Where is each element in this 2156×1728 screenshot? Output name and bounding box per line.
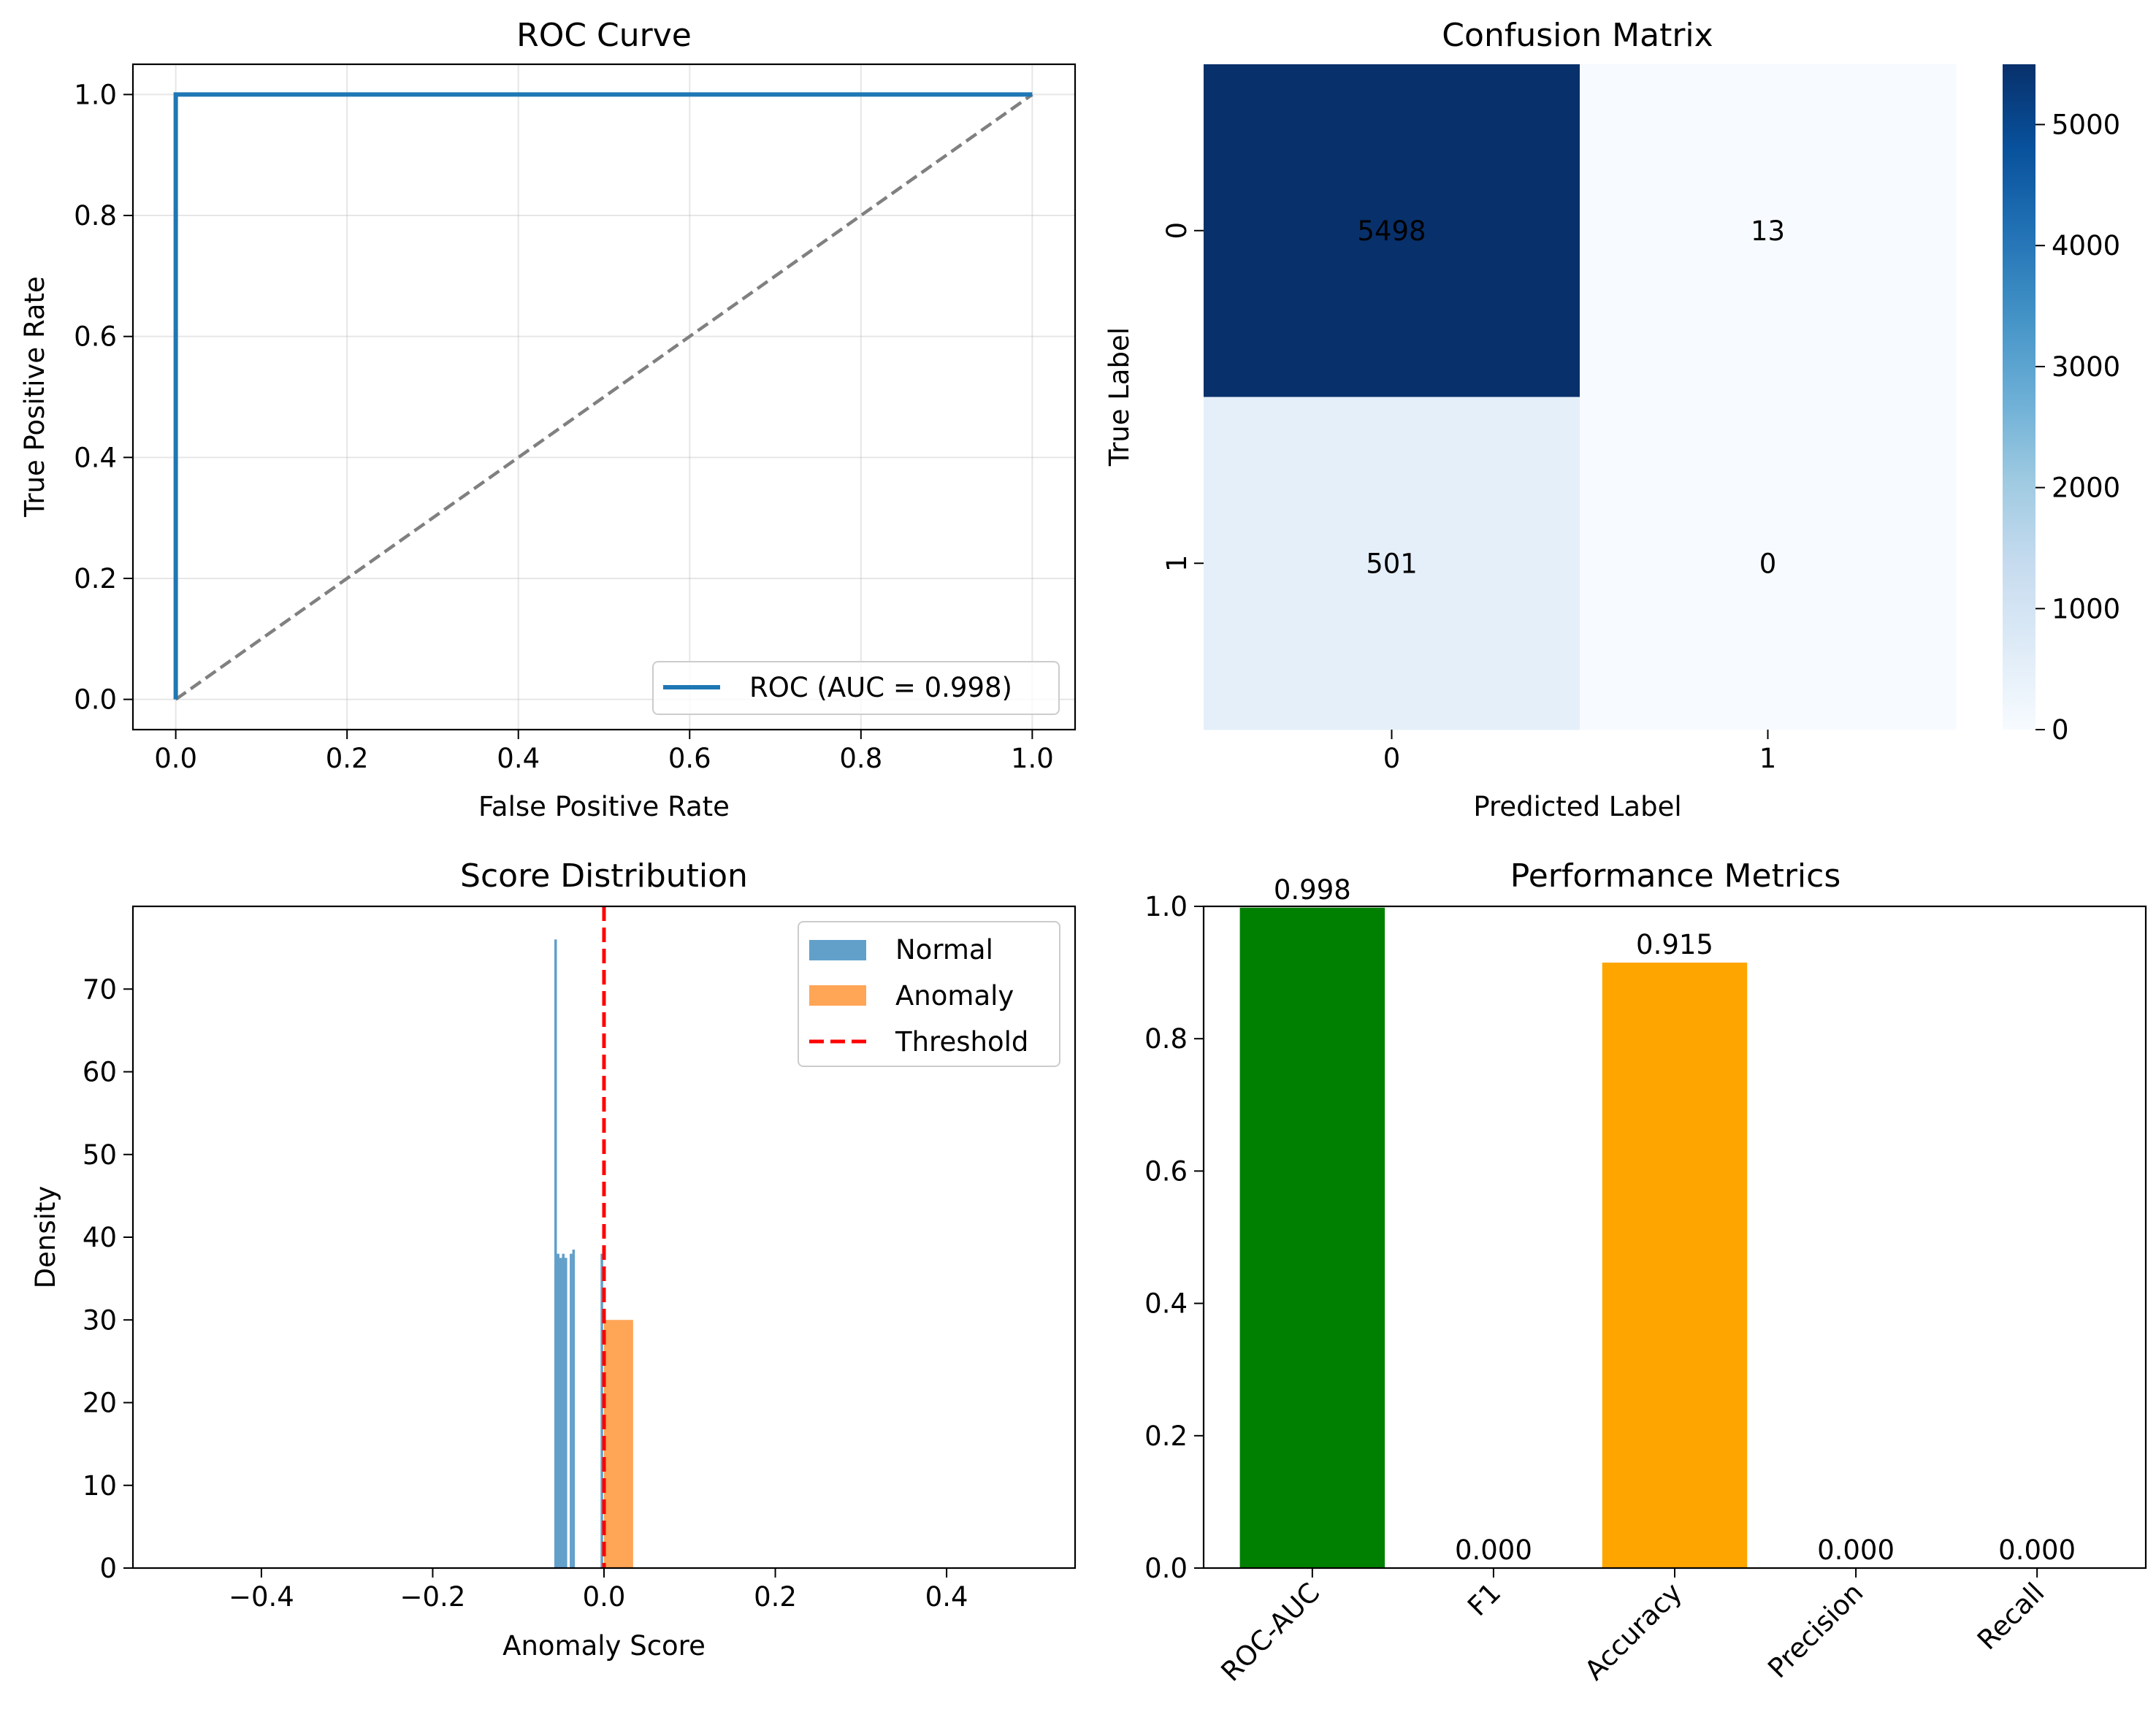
roc-frame bbox=[131, 63, 1077, 731]
colorbar-tick-label: 4000 bbox=[2052, 230, 2120, 261]
metric-bar-label: 0.000 bbox=[1998, 1534, 2076, 1566]
confusion-cell bbox=[1580, 64, 1957, 397]
score-ytick-label: 40 bbox=[83, 1222, 117, 1253]
roc-ytick-label: 1.0 bbox=[74, 79, 117, 110]
score-xtick-label: −0.4 bbox=[229, 1581, 294, 1613]
score-xlabel: Anomaly Score bbox=[502, 1630, 706, 1662]
confusion-cell bbox=[1204, 397, 1580, 730]
legend-swatch-anomaly bbox=[809, 985, 866, 1006]
score-xtick-label: 0.4 bbox=[925, 1581, 968, 1613]
colorbar-tick-label: 0 bbox=[2052, 714, 2069, 746]
score-ytick-label: 0 bbox=[99, 1553, 117, 1584]
confusion-cell-value: 0 bbox=[1759, 548, 1777, 579]
confusion-panel: Confusion Matrix 5498 13 501 0 0 1 0 1 Predict… bbox=[1104, 17, 2120, 822]
metrics-panel: Performance Metrics 0.998 0.000 0.915 0.000… bbox=[1144, 857, 2147, 1688]
confusion-ytick-label: 1 bbox=[1161, 554, 1193, 572]
roc-ylabel: True Positive Rate bbox=[19, 276, 50, 518]
score-ylabel: Density bbox=[30, 1186, 61, 1289]
confusion-cell-value: 5498 bbox=[1357, 215, 1426, 247]
score-ytick-label: 10 bbox=[83, 1470, 117, 1502]
metrics-title: Performance Metrics bbox=[1510, 857, 1841, 895]
metric-ytick-label: 0.4 bbox=[1144, 1288, 1188, 1320]
confusion-cell bbox=[1204, 64, 1580, 397]
metric-ytick-label: 0.6 bbox=[1144, 1155, 1188, 1187]
metric-bar bbox=[1602, 963, 1748, 1568]
colorbar-tick-label: 1000 bbox=[2052, 593, 2120, 624]
normal-hist-bar bbox=[600, 1253, 603, 1568]
roc-xtick-label: 0.8 bbox=[839, 743, 882, 774]
roc-ytick-label: 0.8 bbox=[74, 200, 117, 232]
roc-xtick-label: 0.2 bbox=[326, 743, 369, 774]
roc-ytick-label: 0.2 bbox=[74, 563, 117, 595]
roc-ytick-label: 0.6 bbox=[74, 321, 117, 353]
score-ytick-label: 50 bbox=[83, 1139, 117, 1171]
roc-panel: ROC Curve 0.0 0.2 0.4 0.6 0.8 1.0 0.0 0.2 0.4 0.6… bbox=[19, 17, 1077, 822]
metric-xtick-label: Accuracy bbox=[1579, 1577, 1689, 1686]
metric-bar-label: 0.000 bbox=[1455, 1534, 1532, 1566]
metric-bar-label: 0.998 bbox=[1274, 874, 1351, 906]
roc-xlabel: False Positive Rate bbox=[478, 791, 730, 822]
confusion-ylabel: True Label bbox=[1104, 327, 1135, 467]
confusion-xlabel: Predicted Label bbox=[1473, 791, 1681, 822]
roc-xtick-label: 0.4 bbox=[497, 743, 540, 774]
score-ytick-label: 60 bbox=[83, 1057, 117, 1088]
metric-xtick-label: Recall bbox=[1971, 1577, 2050, 1656]
metric-ytick-label: 1.0 bbox=[1144, 891, 1188, 922]
roc-xtick-label: 0.0 bbox=[154, 743, 197, 774]
metric-xtick-label: Precision bbox=[1762, 1577, 1869, 1684]
normal-hist-bar bbox=[562, 1253, 565, 1568]
confusion-xtick-label: 0 bbox=[1383, 743, 1401, 774]
normal-hist-bar bbox=[565, 1258, 567, 1568]
colorbar-tick-label: 5000 bbox=[2052, 110, 2120, 141]
score-panel: Score Distribution −0.4 −0.2 0.0 0.2 0.4 0 10 2… bbox=[30, 857, 1077, 1662]
normal-hist-bar bbox=[572, 1249, 576, 1568]
metric-ytick-label: 0.0 bbox=[1144, 1553, 1188, 1584]
colorbar-tick-label: 2000 bbox=[2052, 473, 2120, 504]
metric-xtick-label: F1 bbox=[1461, 1577, 1507, 1622]
confusion-xtick-label: 1 bbox=[1759, 743, 1777, 774]
score-ytick-label: 70 bbox=[83, 974, 117, 1005]
normal-hist-bar bbox=[557, 1253, 560, 1568]
confusion-cell-value: 501 bbox=[1366, 548, 1418, 579]
score-xtick-label: 0.2 bbox=[754, 1581, 797, 1613]
confusion-ytick-label: 0 bbox=[1161, 222, 1193, 240]
metric-bar-label: 0.000 bbox=[1817, 1534, 1895, 1566]
legend-label-threshold: Threshold bbox=[895, 1026, 1028, 1058]
score-legend: Normal Anomaly Threshold bbox=[798, 921, 1060, 1067]
roc-legend-label: ROC (AUC = 0.998) bbox=[749, 672, 1012, 703]
roc-xtick-label: 0.6 bbox=[668, 743, 711, 774]
metric-xtick-label: ROC-AUC bbox=[1215, 1577, 1326, 1688]
score-ytick-label: 20 bbox=[83, 1388, 117, 1419]
metric-ytick-label: 0.2 bbox=[1144, 1421, 1188, 1452]
metric-ytick-label: 0.8 bbox=[1144, 1023, 1188, 1055]
score-ytick-label: 30 bbox=[83, 1304, 117, 1336]
legend-label-anomaly: Anomaly bbox=[895, 980, 1014, 1012]
confusion-cell-value: 13 bbox=[1751, 215, 1785, 247]
roc-ytick-label: 0.0 bbox=[74, 684, 117, 716]
roc-xtick-label: 1.0 bbox=[1011, 743, 1054, 774]
colorbar-tick-label: 3000 bbox=[2052, 351, 2120, 383]
legend-label-normal: Normal bbox=[895, 934, 993, 966]
score-xtick-label: −0.2 bbox=[400, 1581, 466, 1613]
legend-swatch-normal bbox=[809, 940, 866, 960]
normal-hist-bar bbox=[570, 1253, 573, 1568]
roc-title: ROC Curve bbox=[516, 17, 692, 54]
confusion-cell bbox=[1580, 397, 1957, 730]
score-xtick-label: 0.0 bbox=[583, 1581, 626, 1613]
roc-legend: ROC (AUC = 0.998) bbox=[652, 661, 1060, 715]
roc-ytick-label: 0.4 bbox=[74, 442, 117, 473]
roc-curve-line bbox=[173, 92, 1033, 700]
normal-hist-bar bbox=[559, 1258, 562, 1568]
score-title: Score Distribution bbox=[460, 857, 748, 895]
confusion-title: Confusion Matrix bbox=[1442, 17, 1713, 54]
chance-diagonal-line bbox=[175, 93, 1033, 701]
metric-bar bbox=[1239, 907, 1385, 1568]
colorbar bbox=[2003, 64, 2035, 730]
anomaly-hist-bar bbox=[604, 1320, 633, 1568]
metric-bar-label: 0.915 bbox=[1636, 929, 1713, 960]
normal-hist-bar bbox=[554, 939, 557, 1568]
